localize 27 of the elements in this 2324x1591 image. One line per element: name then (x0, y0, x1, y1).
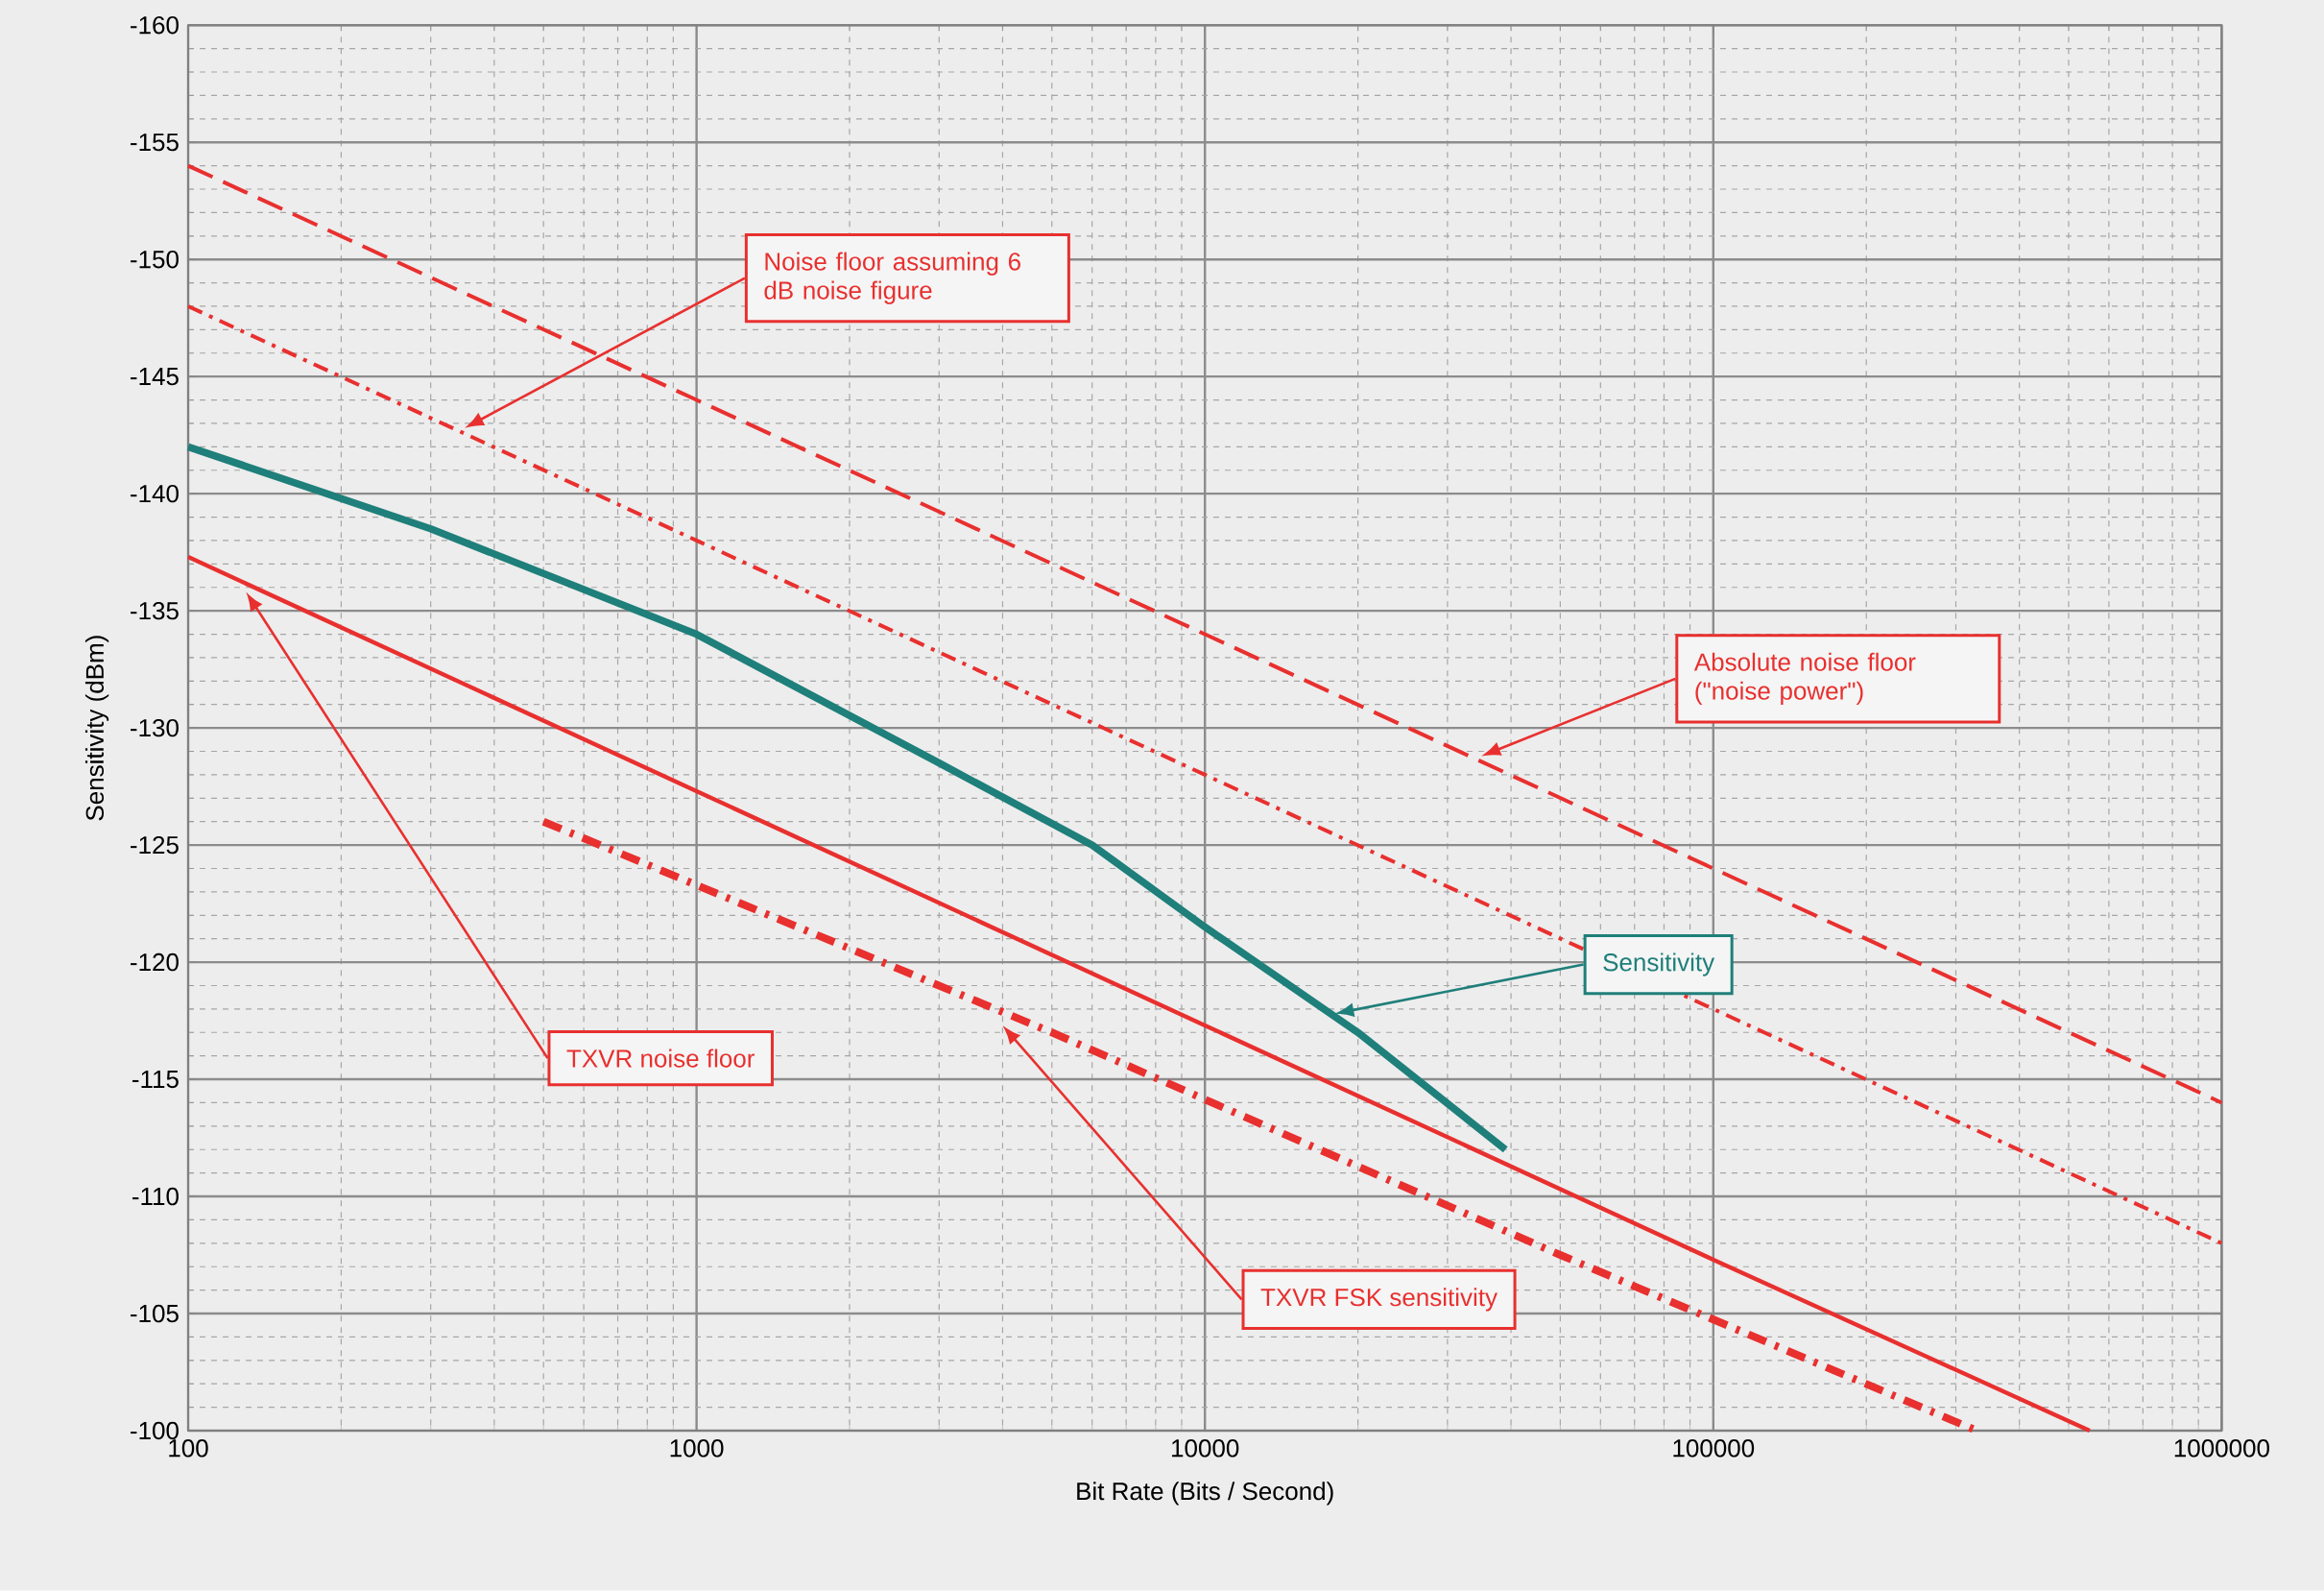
text: TXVR FSK sensitivity (1260, 1288, 1497, 1312)
y-tick-label: -105 (131, 1304, 179, 1323)
y-tick-label: -115 (132, 1071, 179, 1089)
y-axis-title: Sensitivity (dBm) (84, 636, 109, 821)
y-tick-label: -145 (131, 368, 179, 386)
x-tick-label: 100000 (1673, 1439, 1755, 1458)
text: Sensitivity (1603, 952, 1715, 976)
y-tick-label: -125 (131, 835, 179, 855)
x-axis-title: Bit Rate (Bits / Second) (1077, 1482, 1333, 1506)
y-tick-label: -130 (131, 718, 179, 737)
y-tick-label: -150 (131, 251, 179, 269)
x-tick-label: 1000000 (2174, 1439, 2269, 1458)
line-series (186, 163, 2224, 1105)
x-tick-label: 10000 (1172, 1439, 1239, 1458)
y-tick-label: -160 (131, 16, 179, 35)
text: Noise floor assuming 6 dB noise figure (764, 252, 1020, 304)
y-tick-label: -120 (131, 952, 179, 972)
y-tick-label: -140 (131, 485, 179, 503)
y-tick-label: -100 (131, 1421, 179, 1440)
x-tick-label: 1000 (670, 1439, 724, 1458)
x-tick-label: 100 (169, 1439, 208, 1458)
y-tick-label: -155 (131, 133, 179, 152)
y-tick-label: -135 (131, 602, 179, 620)
line-series (186, 304, 2224, 1245)
text: Absolute noise floor ("noise power") (1693, 652, 1916, 706)
y-tick-label: -110 (132, 1187, 179, 1206)
text: TXVR noise floor (566, 1049, 755, 1068)
